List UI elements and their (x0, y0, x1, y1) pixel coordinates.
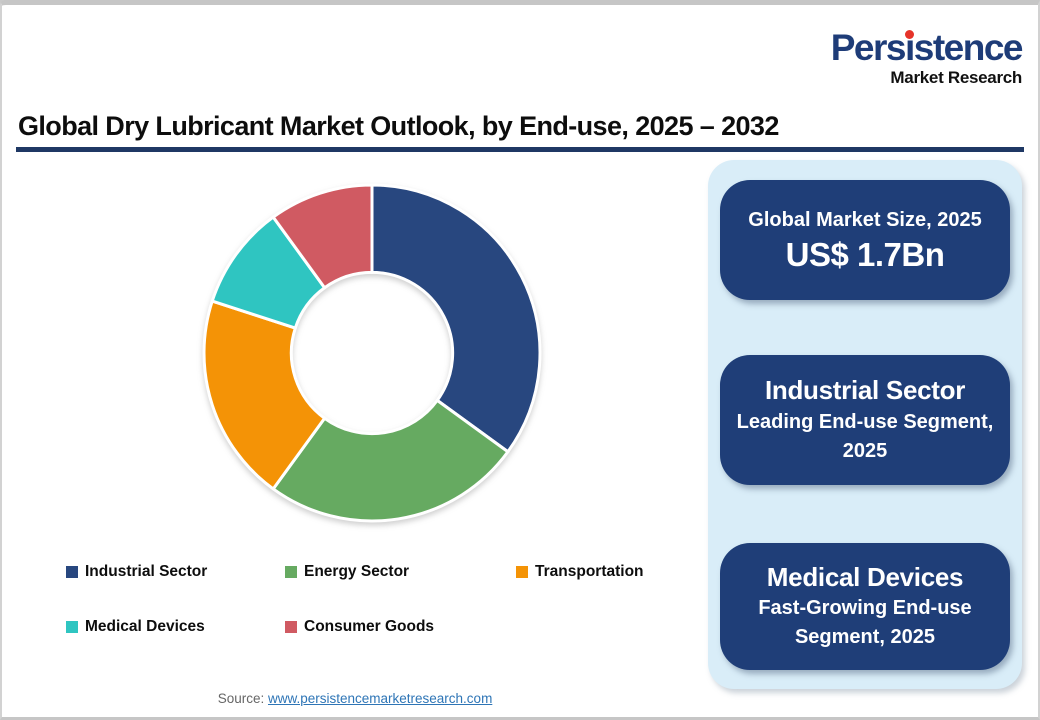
logo-tagline: Market Research (890, 68, 1022, 87)
legend-item-medical-devices: Medical Devices (66, 618, 205, 636)
donut-slice-industrial-sector (370, 183, 542, 454)
logo: Persı stence Market Research (830, 27, 1024, 87)
logo-name: Persı stence (830, 27, 1024, 68)
legend-swatch-consumer-goods (285, 621, 297, 633)
logo-name-post: stence (913, 27, 1024, 68)
card-leading-segment-title: Industrial Sector (764, 375, 966, 406)
card-fast-growing-subtitle: Fast-Growing End-use Segment, 2025 (758, 597, 972, 649)
logo-dotless-i: ı (904, 27, 915, 68)
source-label: Source: (217, 691, 265, 706)
source-link[interactable]: www.persistencemarketresearch.com (267, 691, 493, 706)
donut-slice-energy-sector (271, 398, 510, 523)
donut-chart-wrap (197, 178, 547, 528)
legend-item-transportation: Transportation (516, 563, 644, 581)
card-leading-segment-subtitle: Leading End-use Segment, 2025 (736, 410, 994, 462)
card-global-market-size: Global Market Size, 2025 US$ 1.7Bn (720, 180, 1010, 300)
legend-label-medical-devices: Medical Devices (85, 618, 205, 635)
legend-item-consumer-goods: Consumer Goods (285, 618, 434, 636)
legend-swatch-transportation (516, 566, 528, 578)
card-fast-growing-title: Medical Devices (766, 561, 964, 592)
donut-chart (202, 183, 542, 523)
legend-label-industrial-sector: Industrial Sector (85, 563, 208, 580)
legend-label-energy-sector: Energy Sector (304, 563, 410, 580)
legend-swatch-medical-devices (66, 621, 78, 633)
legend-item-energy-sector: Energy Sector (285, 563, 409, 581)
logo-star-icon (905, 30, 915, 39)
card-market-size-label: Global Market Size, 2025 (748, 208, 982, 231)
legend-swatch-industrial-sector (66, 566, 78, 578)
legend-label-consumer-goods: Consumer Goods (304, 618, 435, 635)
title-underline (16, 147, 1024, 152)
source-line: Source: www.persistencemarketresearch.co… (2, 691, 708, 706)
legend-swatch-energy-sector (285, 566, 297, 578)
card-market-size-value: US$ 1.7Bn (785, 235, 945, 273)
page-title: Global Dry Lubricant Market Outlook, by … (18, 111, 779, 141)
donut-slice-transportation (202, 299, 327, 491)
highlights-panel: Global Market Size, 2025 US$ 1.7Bn Indus… (708, 160, 1022, 689)
card-fast-growing-segment: Medical Devices Fast-Growing End-use Seg… (720, 543, 1010, 670)
card-leading-segment: Industrial Sector Leading End-use Segmen… (720, 355, 1010, 485)
logo-name-pre: Pers (830, 27, 907, 68)
legend-item-industrial-sector: Industrial Sector (66, 563, 207, 581)
donut-slice-consumer-goods (271, 183, 374, 290)
logo-i: ı (904, 27, 915, 68)
legend-label-transportation: Transportation (535, 563, 644, 580)
